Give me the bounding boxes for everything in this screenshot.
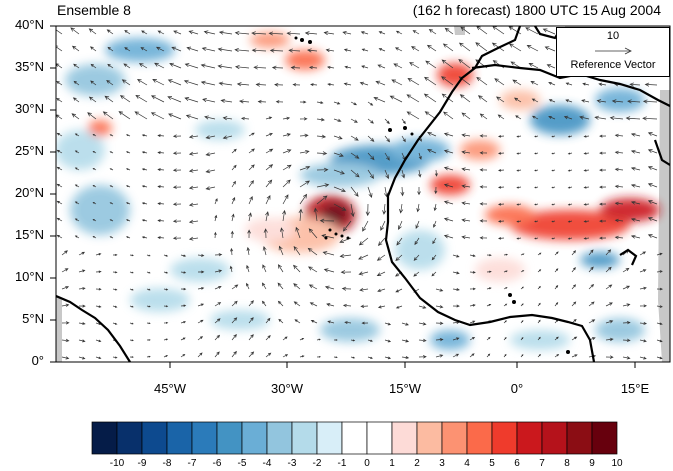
colorbar-label: -4 <box>262 458 272 469</box>
colorbar-label: -8 <box>162 458 172 469</box>
lat-label: 10°N <box>14 269 44 284</box>
colorbar-swatch <box>591 421 618 455</box>
colorbar-swatch <box>541 421 568 455</box>
title-ensemble: Ensemble 8 <box>57 2 131 18</box>
lat-label: 30°N <box>14 101 44 116</box>
reference-vector-box: 10 Reference Vector <box>556 27 670 77</box>
colorbar <box>91 421 618 455</box>
lat-label: 20°N <box>14 185 44 200</box>
colorbar-swatch <box>216 421 243 455</box>
colorbar-swatch <box>391 421 418 455</box>
colorbar-label: 6 <box>514 458 520 469</box>
colorbar-label: 2 <box>414 458 420 469</box>
colorbar-swatch <box>516 421 543 455</box>
reference-arrow-icon <box>595 47 632 55</box>
colorbar-label: -6 <box>212 458 222 469</box>
colorbar-swatch <box>316 421 343 455</box>
colorbar-label: 1 <box>389 458 395 469</box>
colorbar-swatch <box>341 421 368 455</box>
colorbar-swatch <box>466 421 493 455</box>
lat-label: 0° <box>31 353 44 368</box>
lat-label: 25°N <box>14 143 44 158</box>
colorbar-label: 8 <box>564 458 570 469</box>
lon-label: 30°W <box>271 381 303 396</box>
reference-vector-label: Reference Vector <box>570 59 656 71</box>
lon-label: 45°W <box>154 381 186 396</box>
title-forecast-time: (162 h forecast) 1800 UTC 15 Aug 2004 <box>412 2 661 18</box>
reference-vector-magnitude: 10 <box>606 30 620 42</box>
colorbar-label: 0 <box>364 458 370 469</box>
colorbar-swatch <box>366 421 393 455</box>
colorbar-label: -7 <box>187 458 197 469</box>
lon-label: 0° <box>510 381 524 396</box>
colorbar-label: 4 <box>464 458 470 469</box>
colorbar-swatch <box>91 421 118 455</box>
lat-label: 15°N <box>14 227 44 242</box>
islands <box>294 36 570 354</box>
colorbar-swatch <box>416 421 443 455</box>
colorbar-label: 7 <box>539 458 545 469</box>
colorbar-swatch <box>116 421 143 455</box>
lat-label: 40°N <box>14 17 44 32</box>
colorbar-swatch <box>266 421 293 455</box>
colorbar-label: 5 <box>489 458 495 469</box>
colorbar-label: 3 <box>439 458 445 469</box>
lat-label: 5°N <box>22 311 44 326</box>
colorbar-swatch <box>566 421 593 455</box>
axis-ticks <box>50 25 636 368</box>
lon-label: 15°E <box>620 381 650 396</box>
colorbar-swatch <box>191 421 218 455</box>
lat-label: 35°N <box>14 59 44 74</box>
colorbar-label: 10 <box>611 458 623 469</box>
anomaly-shading <box>56 32 660 350</box>
colorbar-label: -5 <box>237 458 247 469</box>
colorbar-swatch <box>491 421 518 455</box>
lon-label: 15°W <box>389 381 421 396</box>
colorbar-label: -2 <box>312 458 322 469</box>
colorbar-label: -10 <box>109 458 125 469</box>
colorbar-label: -1 <box>337 458 347 469</box>
colorbar-swatch <box>241 421 268 455</box>
colorbar-label: 9 <box>589 458 595 469</box>
colorbar-label: -9 <box>137 458 147 469</box>
colorbar-label: -3 <box>287 458 297 469</box>
colorbar-swatch <box>141 421 168 455</box>
colorbar-swatch <box>166 421 193 455</box>
colorbar-swatch <box>291 421 318 455</box>
colorbar-swatch <box>441 421 468 455</box>
